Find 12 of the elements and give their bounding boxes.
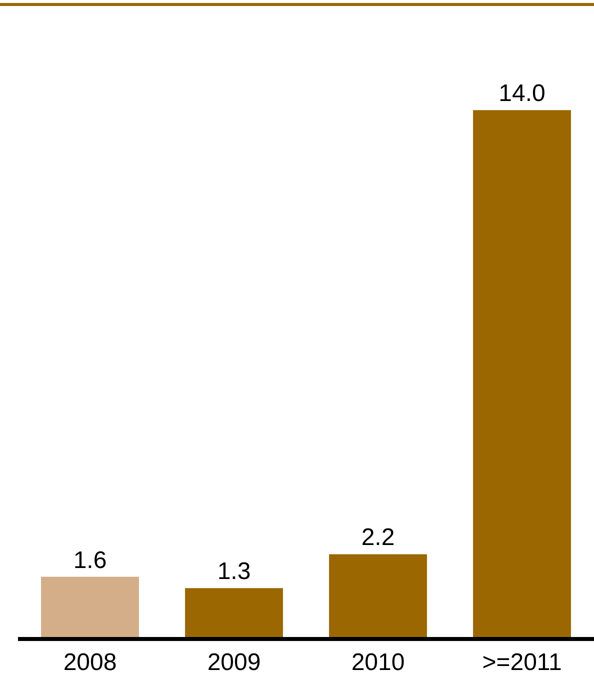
x-tick-label: 2008	[63, 648, 117, 676]
data-label: 1.6	[73, 546, 107, 574]
bar	[329, 554, 427, 637]
data-label: 2.2	[361, 524, 395, 552]
bar	[473, 110, 571, 637]
x-tick-label: >=2011	[482, 648, 562, 676]
data-label: 1.3	[217, 558, 251, 586]
x-tick-label: 2009	[207, 648, 261, 676]
x-tick-label: 2010	[351, 648, 405, 676]
bar	[41, 576, 139, 637]
data-label: 14.0	[498, 80, 546, 108]
bar	[185, 588, 283, 637]
